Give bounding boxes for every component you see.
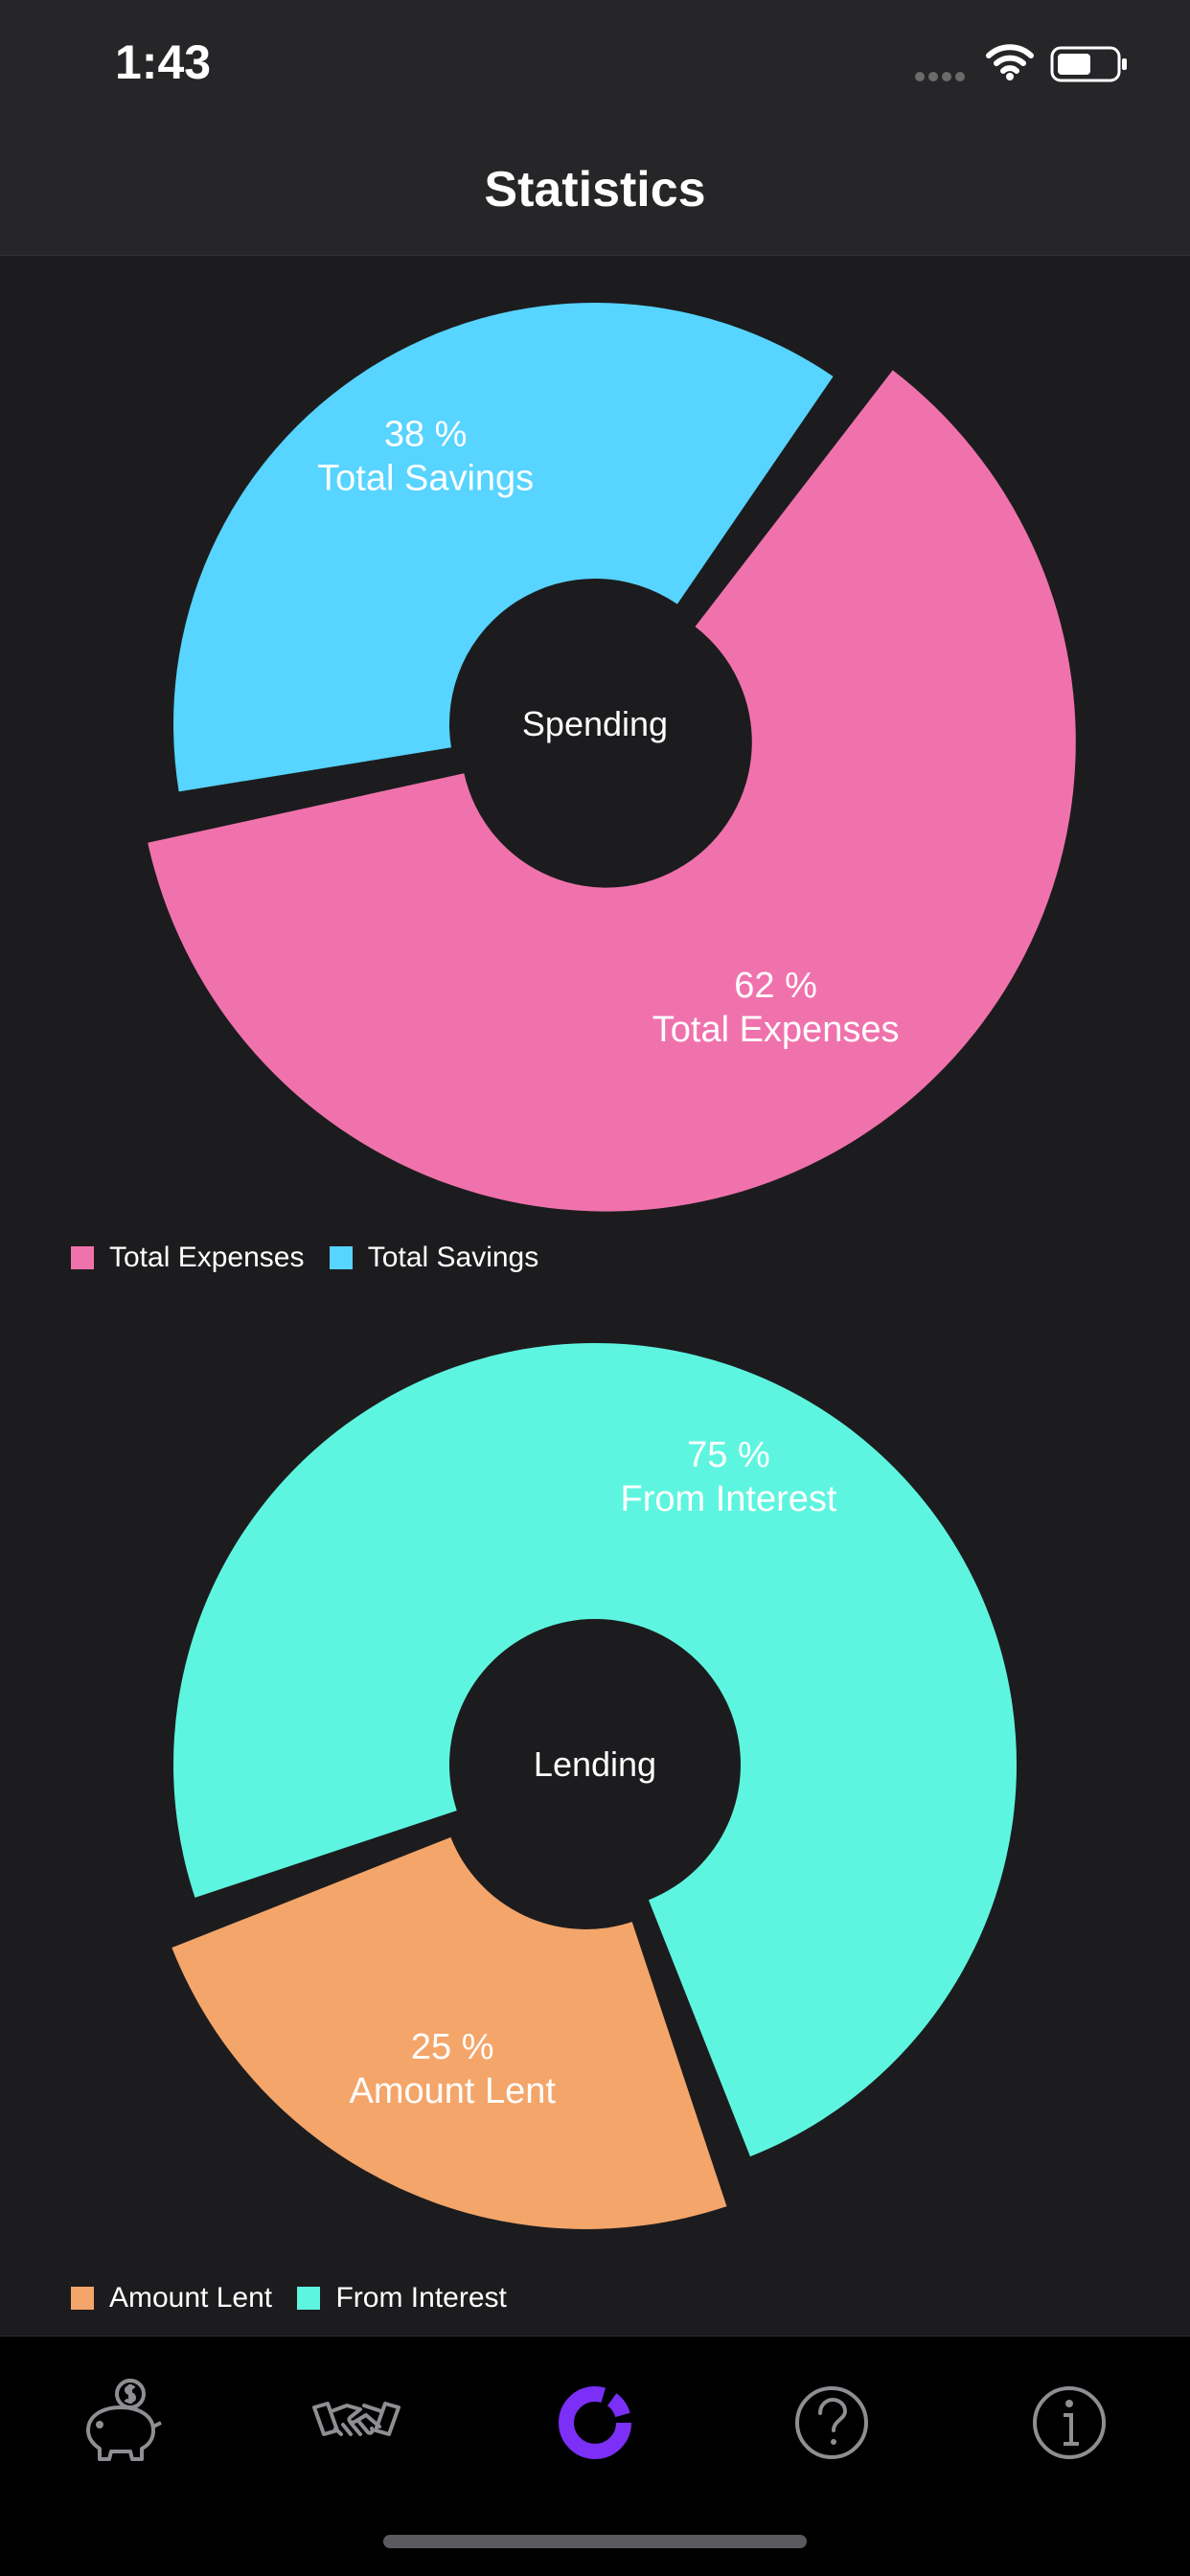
legend-item-total-expenses: Total Expenses xyxy=(71,1242,304,1274)
statistics-ring-icon[interactable] xyxy=(547,2375,643,2471)
legend-item-total-savings: Total Savings xyxy=(329,1242,539,1274)
slice-percent-label: 62 % xyxy=(734,966,817,1006)
page-title: Statistics xyxy=(484,162,706,217)
slice-name-label: Total Savings xyxy=(317,458,534,498)
home-indicator xyxy=(383,2535,807,2548)
slice-percent-label: 38 % xyxy=(384,414,468,454)
status-bar: 1:43 xyxy=(0,0,1190,126)
legend-label: Amount Lent xyxy=(109,2282,273,2314)
slice-percent-label: 75 % xyxy=(687,1435,770,1475)
pie-slice-amount-lent xyxy=(172,1836,727,2229)
battery-icon xyxy=(1050,46,1127,82)
pie-slice-from-interest xyxy=(172,1343,1017,2157)
donut-center-label: Lending xyxy=(534,1744,656,1784)
lending-donut-chart: 25 %Amount Lent 75 %From Interest Lending xyxy=(172,1343,1017,2229)
legend-label: From Interest xyxy=(335,2282,507,2314)
pie-slice-total-expenses xyxy=(148,370,1076,1212)
wifi-icon xyxy=(986,44,1034,80)
legend-swatch xyxy=(71,2287,94,2310)
legend-item-amount-lent: Amount Lent xyxy=(71,2282,272,2314)
status-time: 1:43 xyxy=(115,35,212,89)
help-icon[interactable] xyxy=(784,2375,880,2471)
piggy-bank-icon[interactable] xyxy=(71,2375,167,2471)
legend-label: Total Expenses xyxy=(109,1242,305,1273)
navigation-bar: Statistics xyxy=(0,126,1190,256)
slice-percent-label: 25 % xyxy=(411,2027,494,2067)
legend-swatch xyxy=(297,2287,321,2310)
signal-icon xyxy=(915,69,969,86)
slice-name-label: Amount Lent xyxy=(349,2071,556,2111)
slice-name-label: Total Expenses xyxy=(652,1010,900,1050)
lending-legend: Amount Lent From Interest xyxy=(71,2282,524,2317)
pie-slice-total-savings xyxy=(173,302,834,792)
info-icon[interactable] xyxy=(1021,2375,1117,2471)
slice-name-label: From Interest xyxy=(620,1479,836,1519)
legend-swatch xyxy=(329,1246,353,1269)
handshake-icon[interactable] xyxy=(309,2375,404,2471)
legend-item-from-interest: From Interest xyxy=(297,2282,507,2314)
spending-legend: Total Expenses Total Savings xyxy=(71,1242,556,1277)
legend-label: Total Savings xyxy=(367,1242,539,1273)
spending-donut-chart: 62 %Total Expenses 38 %Total Savings Spend… xyxy=(148,302,1076,1212)
legend-swatch xyxy=(71,1246,94,1269)
donut-center-label: Spending xyxy=(522,704,668,743)
